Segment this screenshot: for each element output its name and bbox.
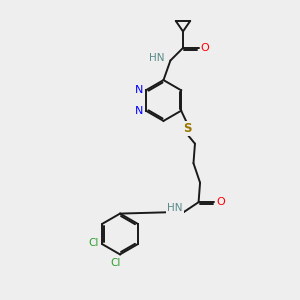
Text: HN: HN: [149, 53, 165, 63]
Text: O: O: [216, 197, 225, 207]
Text: Cl: Cl: [110, 258, 121, 268]
Text: N: N: [135, 85, 143, 95]
Text: Cl: Cl: [88, 238, 98, 248]
Text: O: O: [201, 43, 210, 53]
Text: N: N: [135, 106, 143, 116]
Text: HN: HN: [167, 203, 183, 213]
Text: S: S: [184, 122, 192, 135]
